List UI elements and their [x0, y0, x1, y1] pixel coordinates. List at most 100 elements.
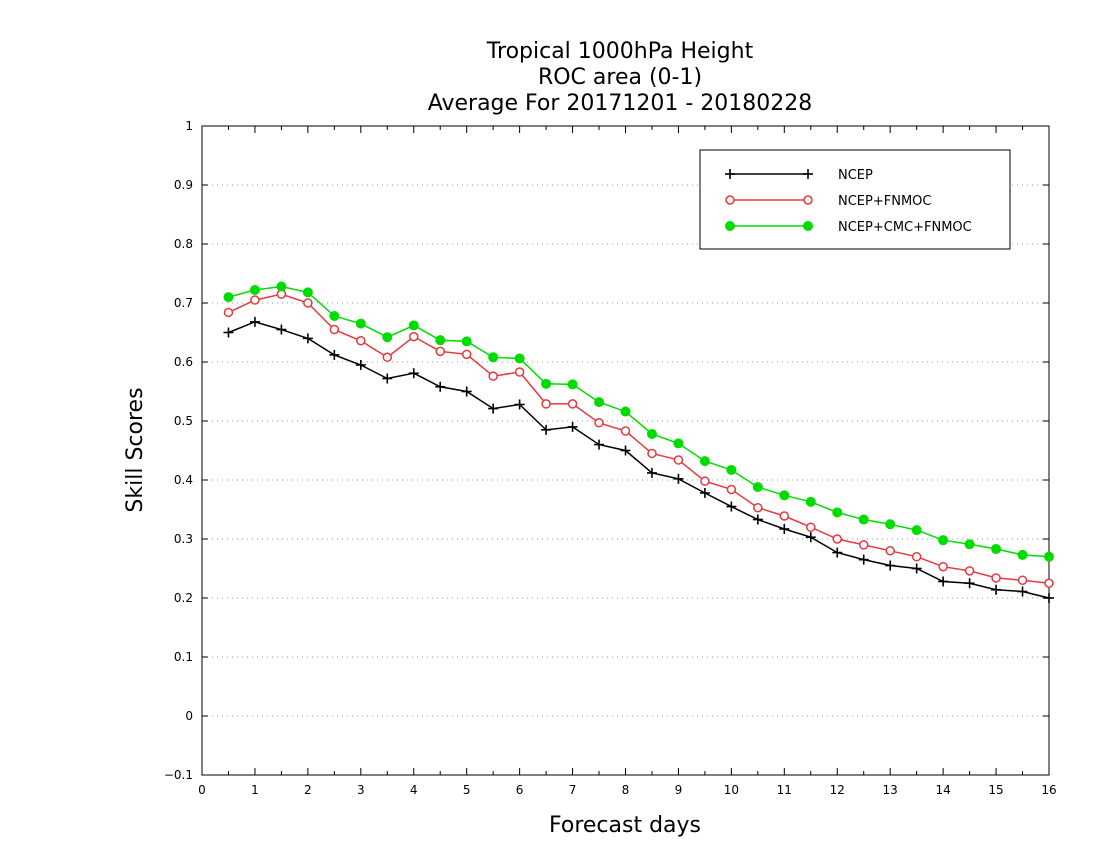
series-point-marker: [382, 352, 393, 363]
series-ncep: [223, 316, 1054, 603]
y-axis: −0.1 0 0.1 0.2 0.3 0.4 0.5 0.6 0.7 0.8 0.9 1: [164, 119, 1049, 782]
series-point-marker: [911, 551, 922, 562]
series-point-marker: [1017, 586, 1028, 597]
legend-label: NCEP+FNMOC: [838, 194, 931, 209]
series-point-marker: [250, 295, 260, 305]
x-tick-label: 16: [1041, 783, 1056, 797]
series-point-marker: [858, 540, 869, 550]
x-tick-label: 2: [304, 783, 312, 797]
series-point-marker: [779, 490, 790, 501]
series-point-marker: [805, 496, 816, 507]
series-point-marker: [803, 195, 813, 205]
x-tick-label: 6: [516, 783, 524, 797]
series-point-marker: [249, 316, 260, 327]
series-point-marker: [938, 561, 948, 572]
series-point-marker: [700, 476, 710, 486]
series-point-marker: [594, 439, 605, 450]
series-point-marker: [382, 332, 393, 343]
series-point-marker: [752, 514, 763, 525]
series-line: [228, 293, 1050, 585]
series-line: [228, 285, 1050, 558]
series-point-marker: [699, 456, 710, 467]
x-tick-label: 9: [675, 783, 683, 797]
x-tick-label: 5: [463, 783, 471, 797]
series-point-marker: [803, 169, 813, 179]
y-tick-label: 0.5: [174, 414, 193, 428]
series-point-marker: [223, 327, 234, 338]
x-tick-label: 14: [935, 783, 950, 797]
y-tick-label: 0.6: [174, 355, 193, 369]
series-point-marker: [938, 576, 949, 587]
y-tick-label: 0.2: [174, 591, 193, 605]
series-point-marker: [832, 534, 842, 544]
series-point-marker: [726, 464, 737, 475]
series-point-marker: [753, 502, 763, 513]
series-point-marker: [991, 573, 1001, 583]
series-point-marker: [382, 373, 393, 384]
y-tick-label: 0.9: [174, 178, 193, 192]
legend-entry: NCEP: [725, 168, 873, 183]
series-line: [228, 321, 1050, 599]
x-tick-label: 10: [724, 783, 739, 797]
x-tick-label: 15: [988, 783, 1003, 797]
x-tick-label: 3: [357, 783, 365, 797]
series-point-marker: [832, 507, 843, 518]
x-tick-label: 13: [883, 783, 898, 797]
legend-entry: NCEP+FNMOC: [725, 194, 931, 209]
series-point-marker: [594, 418, 604, 428]
series-point-marker: [276, 324, 287, 335]
x-tick-label: 1: [251, 783, 259, 797]
series-point-marker: [911, 563, 922, 574]
series-point-marker: [806, 522, 816, 532]
legend-label: NCEP+CMC+FNMOC: [838, 220, 972, 235]
series-point-marker: [673, 455, 684, 465]
series-point-marker: [594, 397, 605, 408]
x-tick-label: 7: [569, 783, 577, 797]
x-tick-label: 11: [777, 783, 792, 797]
y-tick-label: 0.4: [174, 473, 193, 487]
legend-box: [699, 149, 1011, 250]
y-tick-label: 1: [185, 119, 193, 133]
series-point-marker: [673, 473, 684, 484]
series-point-marker: [885, 519, 896, 530]
series-point-marker: [725, 169, 735, 179]
series-point-marker: [329, 324, 340, 335]
series-point-marker: [647, 448, 657, 459]
series-point-marker: [541, 399, 551, 409]
x-tick-label: 8: [622, 783, 630, 797]
legend-label: NCEP: [838, 168, 873, 183]
series-point-marker: [964, 566, 975, 576]
series-point-marker: [302, 287, 313, 298]
series-point-marker: [488, 403, 499, 414]
series-ncep-cmc-fnmoc: [223, 281, 1054, 562]
y-tick-label: −0.1: [164, 768, 193, 782]
series-point-marker: [1044, 578, 1054, 588]
series-group: [223, 281, 1054, 603]
y-axis-label: Skill Scores: [123, 387, 148, 512]
series-point-marker: [249, 285, 260, 296]
series-point-marker: [461, 336, 472, 347]
series-point-marker: [329, 310, 340, 321]
series-point-marker: [673, 438, 684, 449]
y-tick-label: 0.3: [174, 532, 193, 546]
series-point-marker: [803, 221, 813, 231]
series-point-marker: [303, 298, 313, 308]
series-point-marker: [620, 445, 631, 456]
series-point-marker: [885, 546, 895, 556]
series-point-marker: [356, 336, 366, 346]
series-point-marker: [567, 379, 578, 390]
series-point-marker: [964, 578, 975, 589]
series-point-marker: [858, 514, 869, 525]
series-point-marker: [567, 399, 578, 409]
series-point-marker: [461, 349, 472, 360]
chart-title-line-2: ROC area (0-1): [538, 65, 702, 90]
series-point-marker: [488, 371, 498, 381]
series-point-marker: [726, 501, 737, 512]
x-tick-label: 12: [830, 783, 845, 797]
legend-entry: NCEP+CMC+FNMOC: [725, 220, 972, 235]
series-point-marker: [514, 399, 525, 410]
series-point-marker: [514, 353, 525, 364]
series-point-marker: [725, 195, 735, 205]
series-point-marker: [329, 349, 340, 360]
